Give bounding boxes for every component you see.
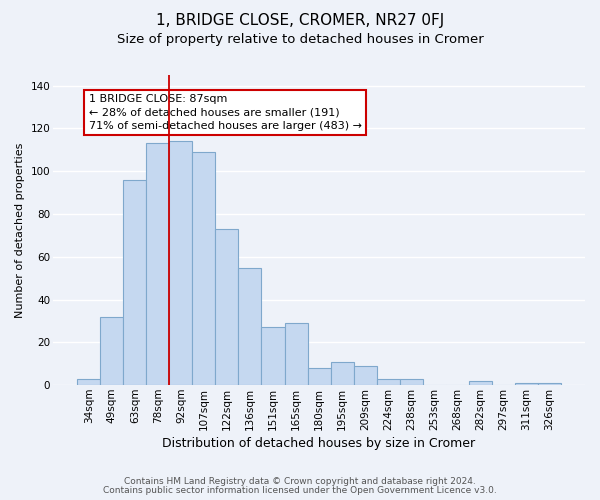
Bar [146, 144, 169, 385]
Bar [538, 383, 561, 385]
Text: Size of property relative to detached houses in Cromer: Size of property relative to detached ho… [116, 32, 484, 46]
Bar [169, 142, 193, 385]
Bar [193, 152, 215, 385]
Bar [215, 229, 238, 385]
Text: Contains HM Land Registry data © Crown copyright and database right 2024.: Contains HM Land Registry data © Crown c… [124, 477, 476, 486]
Bar [469, 381, 492, 385]
Bar [238, 268, 262, 385]
Bar [77, 378, 100, 385]
Bar [308, 368, 331, 385]
Text: Contains public sector information licensed under the Open Government Licence v3: Contains public sector information licen… [103, 486, 497, 495]
Text: 1, BRIDGE CLOSE, CROMER, NR27 0FJ: 1, BRIDGE CLOSE, CROMER, NR27 0FJ [156, 12, 444, 28]
Bar [100, 316, 124, 385]
Bar [284, 323, 308, 385]
Bar [331, 362, 353, 385]
Bar [353, 366, 377, 385]
Y-axis label: Number of detached properties: Number of detached properties [15, 142, 25, 318]
Text: 1 BRIDGE CLOSE: 87sqm
← 28% of detached houses are smaller (191)
71% of semi-det: 1 BRIDGE CLOSE: 87sqm ← 28% of detached … [89, 94, 362, 130]
Bar [400, 378, 422, 385]
X-axis label: Distribution of detached houses by size in Cromer: Distribution of detached houses by size … [163, 437, 476, 450]
Bar [515, 383, 538, 385]
Bar [377, 378, 400, 385]
Bar [262, 328, 284, 385]
Bar [124, 180, 146, 385]
